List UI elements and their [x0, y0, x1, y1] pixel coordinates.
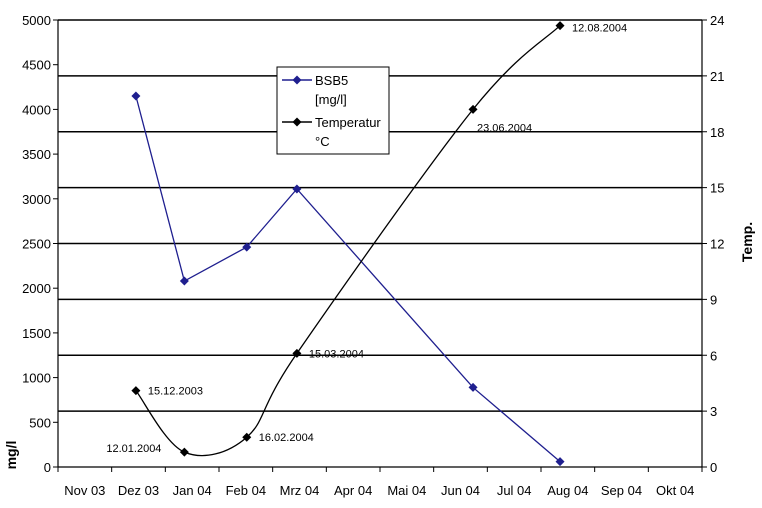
y-right-tick-label: 0 — [710, 460, 717, 475]
date-annotation: 15.12.2003 — [148, 386, 203, 398]
x-tick-label: Sep 04 — [601, 483, 642, 498]
data-point-marker — [468, 382, 478, 392]
legend-marker — [292, 75, 302, 85]
data-point-marker — [555, 457, 565, 467]
y-left-tick-label: 5000 — [22, 13, 51, 28]
y-right-tick-label: 9 — [710, 292, 717, 307]
x-tick-label: Aug 04 — [547, 483, 588, 498]
y-right-tick-label: 12 — [710, 237, 724, 252]
data-point-marker — [242, 432, 252, 442]
data-point-marker — [179, 276, 189, 286]
y-right-tick-label: 18 — [710, 125, 724, 140]
legend-label: °C — [315, 134, 330, 149]
y-left-tick-label: 4000 — [22, 102, 51, 117]
data-point-marker — [292, 348, 302, 358]
legend-label: BSB5 — [315, 73, 348, 88]
date-annotation: 12.08.2004 — [572, 23, 627, 35]
y-left-tick-label: 4500 — [22, 58, 51, 73]
y-left-tick-label: 2500 — [22, 237, 51, 252]
x-tick-label: Nov 03 — [64, 483, 105, 498]
legend-label: [mg/l] — [315, 92, 347, 107]
left-axis-ticks: 0 500 1000 1500 2000 2500 3000 3500 4000 4500 5000 — [22, 13, 58, 475]
x-tick-label: Jan 04 — [173, 483, 212, 498]
x-tick-label: Jun 04 — [441, 483, 480, 498]
y-left-tick-label: 3000 — [22, 192, 51, 207]
y-right-tick-label: 15 — [710, 181, 724, 196]
y-axis-left-label: mg/l — [3, 441, 19, 470]
x-tick-label: Mai 04 — [387, 483, 426, 498]
data-point-marker — [179, 447, 189, 457]
x-tick-label: Jul 04 — [497, 483, 532, 498]
date-annotation: 16.02.2004 — [259, 432, 314, 444]
y-left-tick-label: 1000 — [22, 371, 51, 386]
y-left-tick-label: 2000 — [22, 281, 51, 296]
data-point-marker — [131, 386, 141, 396]
data-point-marker — [242, 242, 252, 252]
data-point-marker — [555, 21, 565, 31]
series-line — [135, 95, 561, 463]
x-axis-ticks: Nov 03 Dez 03 Jan 04 Feb 04 Mrz 04 Apr 04 Mai … — [57, 467, 703, 498]
y-axis-right-label: Temp. — [739, 222, 755, 262]
x-tick-label: Okt 04 — [656, 483, 694, 498]
data-point-marker — [292, 184, 302, 194]
annotations: 15.12.2003 12.01.2004 16.02.2004 15.03.2004… — [106, 23, 627, 456]
series-group — [131, 21, 565, 467]
data-point-marker — [131, 91, 141, 101]
y-right-tick-label: 21 — [710, 69, 724, 84]
series-temperature — [131, 21, 565, 457]
legend-marker — [292, 117, 302, 127]
y-left-tick-label: 0 — [44, 460, 51, 475]
date-annotation: 15.03.2004 — [309, 348, 364, 360]
x-tick-label: Feb 04 — [226, 483, 266, 498]
x-tick-label: Mrz 04 — [280, 483, 320, 498]
y-left-tick-label: 1500 — [22, 326, 51, 341]
y-left-tick-label: 3500 — [22, 147, 51, 162]
y-right-tick-label: 24 — [710, 13, 724, 28]
series-bsb5 — [131, 91, 565, 467]
y-right-tick-label: 6 — [710, 348, 717, 363]
x-tick-label: Dez 03 — [118, 483, 159, 498]
right-axis-ticks: 0 3 6 9 12 15 18 21 24 — [702, 13, 724, 475]
legend: BSB5 [mg/l] Temperatur °C — [276, 66, 390, 155]
data-point-marker — [468, 104, 478, 114]
y-left-tick-label: 500 — [29, 415, 51, 430]
x-tick-label: Apr 04 — [334, 483, 372, 498]
y-right-tick-label: 3 — [710, 404, 717, 419]
date-annotation: 12.01.2004 — [106, 443, 161, 455]
legend-label: Temperatur — [315, 115, 381, 130]
date-annotation: 23.06.2004 — [477, 122, 532, 134]
